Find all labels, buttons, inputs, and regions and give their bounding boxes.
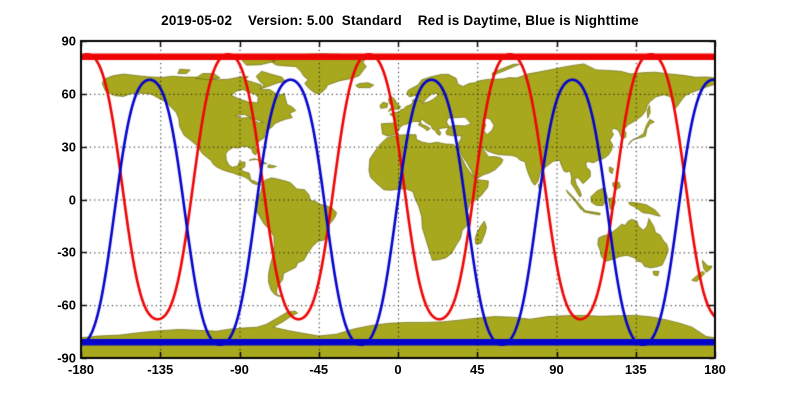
x-tick-label: -135 bbox=[147, 362, 174, 377]
plot-title: 2019-05-02 Version: 5.00 Standard Red is… bbox=[161, 13, 639, 28]
y-tick-label: -30 bbox=[57, 244, 76, 260]
y-tick-label: 60 bbox=[61, 86, 76, 102]
y-tick-label: 90 bbox=[61, 33, 76, 49]
x-tick-label: 45 bbox=[470, 362, 485, 377]
y-tick-label: -90 bbox=[57, 350, 76, 366]
y-tick-label: 30 bbox=[61, 139, 76, 155]
x-tick-label: 0 bbox=[394, 362, 402, 377]
y-tick-label: 0 bbox=[68, 192, 76, 207]
y-tick-label: -60 bbox=[57, 297, 76, 313]
x-tick-label: 90 bbox=[549, 362, 564, 377]
x-tick-label: -45 bbox=[309, 362, 329, 377]
x-tick-label: -90 bbox=[230, 362, 249, 377]
x-tick-label: -180 bbox=[67, 362, 95, 377]
x-tick-label: 180 bbox=[704, 362, 726, 377]
x-tick-label: 135 bbox=[624, 362, 647, 377]
